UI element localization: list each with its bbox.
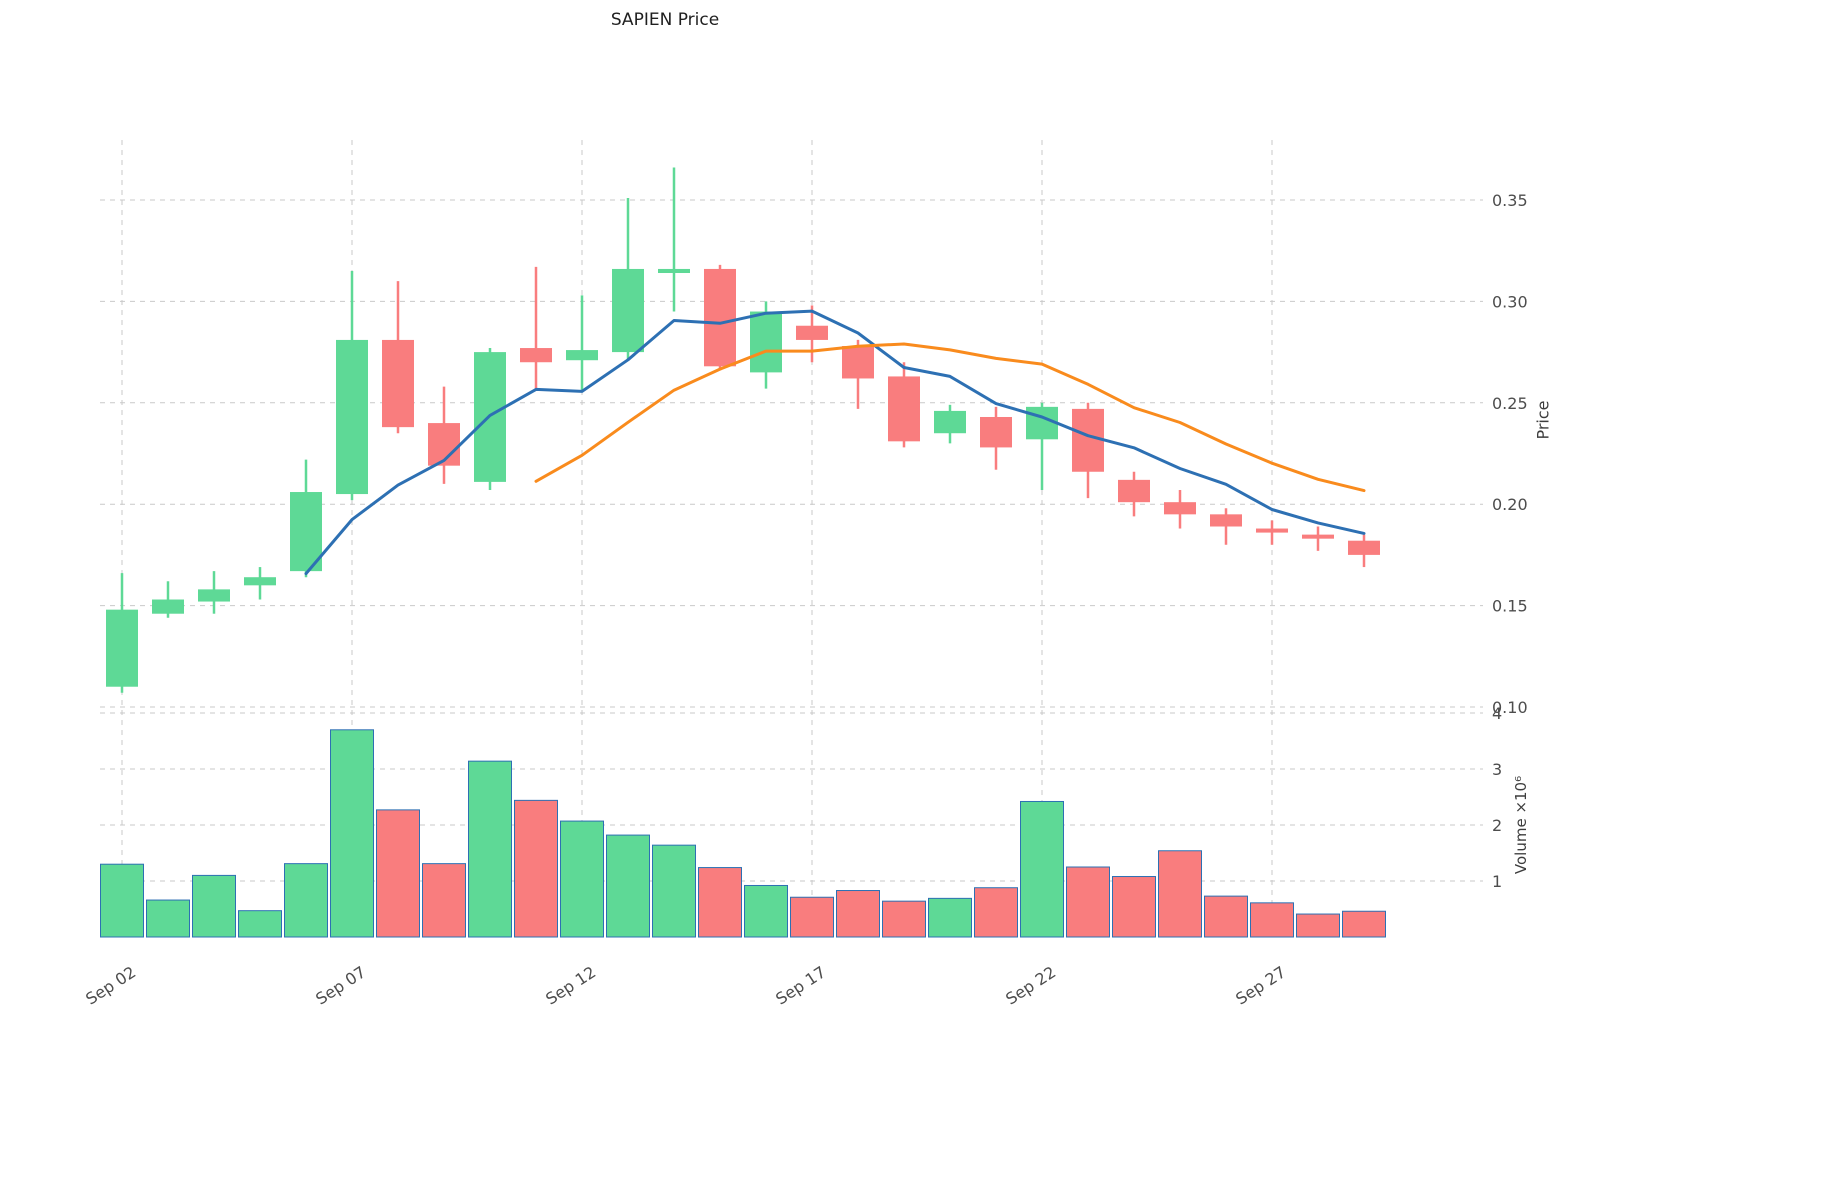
price-axis-label: Price [1533, 400, 1553, 440]
volume-bar [1020, 800, 1064, 938]
volume-bar [1250, 902, 1294, 938]
volume-tick-label: 1 [1492, 872, 1502, 891]
candle-body [934, 410, 966, 434]
volume-axis-label: Volume ×10⁶ [1512, 775, 1530, 875]
candle-body [1072, 408, 1104, 472]
candle-body [704, 268, 736, 367]
date-tick-label: Sep 12 [542, 962, 599, 1008]
volume-bar [1112, 876, 1156, 938]
candle-body [198, 589, 230, 602]
candle-body [612, 268, 644, 353]
candle-body [336, 339, 368, 495]
volume-bar [928, 897, 972, 938]
price-tick-label: 0.15 [1492, 597, 1528, 616]
volume-bar [192, 874, 236, 938]
volume-bar [422, 863, 466, 938]
volume-bar [698, 867, 742, 938]
volume-tick-label: 2 [1492, 816, 1502, 835]
candle-body [1164, 502, 1196, 515]
date-tick-label: Sep 27 [1232, 962, 1289, 1008]
volume-bar [652, 844, 696, 938]
date-tick-label: Sep 17 [772, 962, 829, 1008]
volume-bar [1066, 866, 1110, 938]
ma_slow-line [534, 342, 1366, 493]
candle-body [1256, 528, 1288, 533]
candle-body [106, 609, 138, 687]
candle-body [1302, 534, 1334, 539]
date-tick-label: Sep 22 [1002, 962, 1059, 1008]
candle-body [520, 348, 552, 363]
volume-bar [1158, 850, 1202, 938]
candle-body [566, 350, 598, 361]
volume-bar [1204, 895, 1248, 938]
candle-body [888, 376, 920, 442]
candle-body [842, 346, 874, 379]
price-tick-label: 0.35 [1492, 191, 1528, 210]
volume-bar [560, 820, 604, 938]
candle-body [658, 268, 690, 274]
price-tick-label: 0.30 [1492, 292, 1528, 311]
volume-tick-label: 4 [1492, 704, 1502, 723]
candle-body [290, 492, 322, 572]
volume-bars [100, 729, 1386, 938]
chart-title: SAPIEN Price [610, 10, 720, 30]
volume-bar [882, 900, 926, 938]
price-tick-label: 0.25 [1492, 394, 1528, 413]
volume-bar [974, 887, 1018, 938]
price-tick-label: 0.20 [1492, 495, 1528, 514]
candle-body [796, 325, 828, 340]
candle-body [152, 599, 184, 614]
candle-body [750, 311, 782, 373]
candle-body [980, 416, 1012, 448]
volume-bar [836, 890, 880, 938]
volume-bar [1296, 913, 1340, 938]
volume-bar [468, 760, 512, 938]
volume-bar [790, 896, 834, 938]
ma_fast-line [304, 309, 1366, 576]
candle-body [1210, 514, 1242, 527]
volume-bar [376, 809, 420, 938]
candle-body [1026, 406, 1058, 440]
candle-body [1348, 540, 1380, 555]
price-tick-label: 0.10 [1492, 698, 1528, 717]
volume-bar [1342, 910, 1386, 938]
volume-bar [744, 884, 788, 938]
date-tick-label: Sep 02 [82, 962, 139, 1008]
volume-bar [238, 910, 282, 938]
candle-body [1118, 479, 1150, 503]
volume-bar [606, 834, 650, 938]
candle-body [382, 339, 414, 428]
volume-bar [330, 729, 374, 938]
volume-bar [146, 899, 190, 938]
volume-bar [284, 863, 328, 938]
volume-bar [100, 863, 144, 938]
volume-tick-label: 3 [1492, 760, 1502, 779]
date-tick-label: Sep 07 [312, 962, 369, 1008]
candle-body [244, 577, 276, 586]
volume-bar [514, 799, 558, 938]
candles [106, 167, 1380, 693]
